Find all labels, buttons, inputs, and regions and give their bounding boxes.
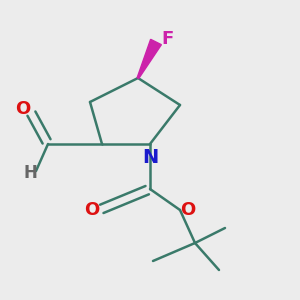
Text: H: H — [23, 164, 37, 181]
Text: O: O — [15, 100, 30, 118]
Text: O: O — [84, 201, 99, 219]
Text: N: N — [142, 148, 158, 167]
Text: O: O — [180, 201, 195, 219]
Polygon shape — [137, 39, 161, 78]
Text: F: F — [161, 30, 173, 48]
